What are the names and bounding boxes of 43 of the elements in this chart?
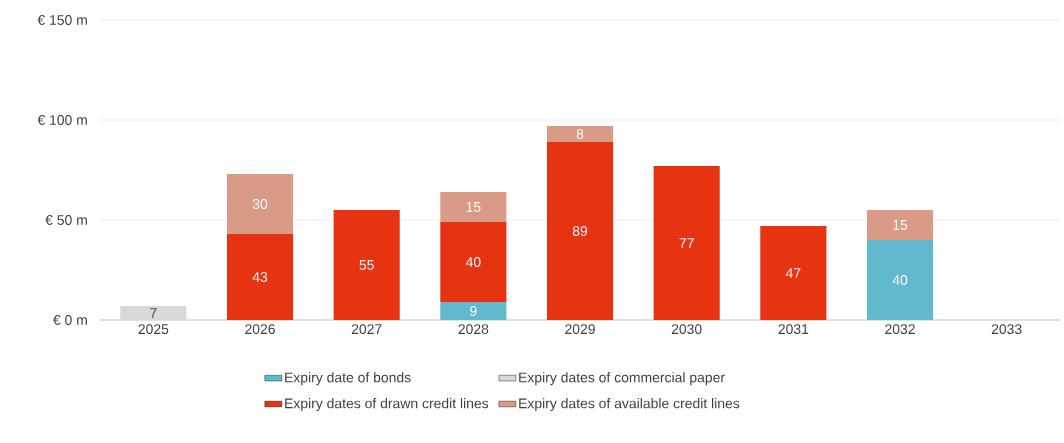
x-tick-label: 2028 [458,324,489,335]
x-tick-label: 2032 [885,324,915,335]
bar [866,209,934,240]
legend-label: Expiry dates of commercial paper [519,372,725,386]
data-label: 7 [150,308,157,318]
legend-label: Expiry date of bonds [285,372,411,386]
bar [546,125,614,142]
bar [440,191,507,222]
x-tick-label: 2030 [671,324,702,335]
data-label: 40 [465,257,481,267]
bar [546,141,614,320]
x-tick-label: 2029 [565,324,595,335]
y-tick-label: € 0 m [53,315,87,325]
data-label: 30 [252,199,268,209]
data-label: 15 [466,202,481,212]
legend-label: Expiry dates of available credit lines [519,398,740,412]
data-label: 55 [359,260,374,270]
x-tick-label: 2026 [245,324,275,335]
data-label: 8 [576,129,584,139]
legend-label: Expiry dates of drawn credit lines [285,398,489,412]
data-label: 40 [892,275,908,285]
data-label: 89 [572,226,588,236]
data-label: 43 [252,272,268,282]
y-tick-label: € 50 m [45,215,87,225]
bar [440,301,507,320]
bar [333,209,400,320]
y-tick-label: € 150 m [37,15,87,25]
bar [653,165,720,320]
x-tick-label: 2031 [778,324,809,335]
x-tick-label: 2033 [991,324,1022,335]
bar [226,173,294,234]
data-label: 77 [679,238,694,248]
bar [866,239,934,320]
bar [120,305,187,320]
x-tick-label: 2025 [138,324,169,335]
y-tick-label: € 100 m [37,115,87,125]
bar [226,233,294,320]
bar [440,221,507,302]
data-label: 15 [893,220,908,230]
data-label: 47 [785,268,801,278]
bar [760,225,827,320]
x-tick-label: 2027 [351,324,382,335]
data-label: 9 [470,306,477,316]
